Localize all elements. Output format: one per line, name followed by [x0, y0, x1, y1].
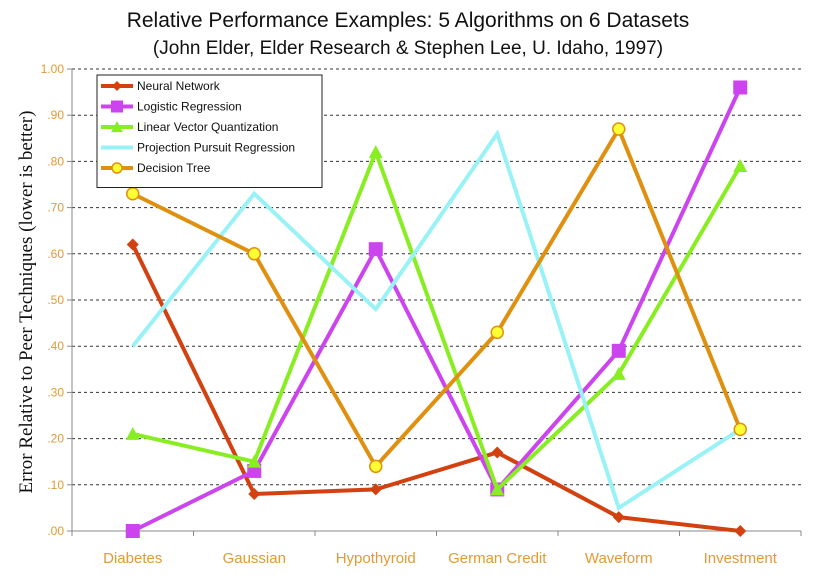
series-linear-vector-quantization — [125, 145, 748, 496]
y-tick-label: .50 — [47, 293, 64, 307]
data-point — [491, 446, 504, 459]
y-tick-label: .00 — [47, 524, 64, 538]
series-line — [131, 124, 743, 470]
legend-box — [96, 74, 323, 188]
data-point — [733, 422, 747, 437]
legend-item: Decision Tree — [101, 161, 211, 175]
legend-item: Neural Network — [101, 79, 221, 93]
chart-subtitle: (John Elder, Elder Research & Stephen Le… — [153, 38, 663, 59]
axes — [71, 69, 802, 536]
legend-label: Decision Tree — [137, 161, 211, 175]
y-axis-label: Error Relative to Peer Techniques (lower… — [16, 111, 37, 494]
data-point — [490, 482, 505, 496]
data-point — [126, 186, 140, 201]
y-tick-label: .40 — [47, 339, 64, 353]
y-tick-label: .20 — [47, 432, 64, 446]
x-tick-label: Investment — [704, 550, 778, 567]
chart-title: Relative Performance Examples: 5 Algorit… — [127, 9, 690, 32]
y-tick-label: .10 — [47, 478, 64, 492]
data-point — [368, 145, 383, 159]
data-point — [490, 325, 504, 340]
series-line — [130, 243, 741, 533]
series-neural-network — [126, 238, 747, 537]
legend-item: Projection Pursuit Regression — [101, 141, 295, 155]
series-group — [125, 80, 748, 538]
data-point — [612, 122, 626, 136]
y-tick-label: .70 — [47, 201, 64, 215]
data-point — [368, 242, 383, 257]
legend-item: Linear Vector Quantization — [101, 120, 278, 134]
data-point — [612, 511, 625, 524]
data-point — [248, 488, 261, 501]
legend-label: Neural Network — [137, 79, 221, 93]
x-tick-label: Waveform — [585, 550, 653, 567]
x-tick-label: Hypothyroid — [336, 550, 416, 567]
data-point — [126, 238, 139, 251]
data-point — [247, 454, 262, 468]
legend: Neural Network Logistic Regression Linear … — [96, 74, 323, 188]
data-point — [733, 80, 748, 95]
data-point — [111, 162, 123, 174]
y-tick-labels: .00 .10 .20 .30 .40 .50 .60 .70 .80 .90 1.00 — [41, 62, 65, 538]
data-point — [611, 343, 626, 358]
series-line — [132, 146, 742, 493]
x-tick-label: Diabetes — [103, 550, 162, 567]
data-point — [111, 121, 123, 133]
legend-label: Projection Pursuit Regression — [137, 141, 295, 155]
data-point — [247, 247, 261, 261]
data-point — [125, 426, 140, 440]
data-point — [112, 81, 122, 91]
legend-item: Logistic Regression — [101, 100, 242, 114]
y-tick-label: .60 — [47, 247, 64, 261]
data-point — [734, 525, 747, 537]
data-point — [369, 459, 383, 474]
series-line — [131, 86, 743, 533]
data-point — [369, 483, 382, 496]
legend-label: Logistic Regression — [137, 100, 242, 114]
x-tick-labels: Diabetes Gaussian Hypothyroid German Credit… — [103, 550, 778, 567]
legend-label: Linear Vector Quantization — [137, 120, 278, 134]
x-tick-label: Gaussian — [223, 550, 286, 567]
series-line — [131, 129, 742, 511]
data-point — [611, 366, 626, 380]
series-projection-pursuit-regression — [131, 129, 742, 511]
x-tick-label: German Credit — [448, 550, 547, 567]
y-tick-label: 1.00 — [41, 62, 65, 76]
y-tick-label: .30 — [47, 385, 64, 399]
data-point — [111, 100, 123, 113]
y-tick-label: .80 — [47, 154, 64, 168]
data-point — [125, 524, 140, 538]
data-point — [733, 159, 748, 172]
y-tick-label: .90 — [47, 108, 64, 122]
